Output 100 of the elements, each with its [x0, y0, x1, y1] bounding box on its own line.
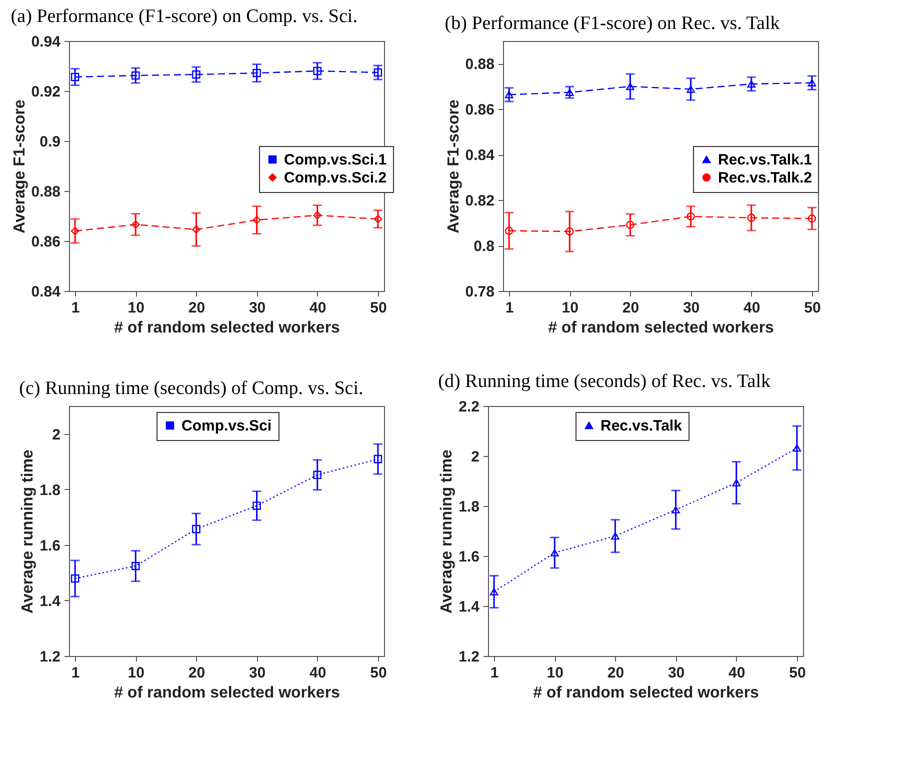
point — [566, 227, 574, 236]
y-tick-label: 2 — [471, 448, 480, 466]
y-axis-title: Average F1-score — [11, 100, 28, 234]
x-tick-label: 50 — [370, 664, 387, 682]
point — [374, 454, 382, 464]
y-tick-label: 0.84 — [465, 147, 496, 164]
point — [672, 506, 680, 514]
point — [313, 211, 322, 220]
x-tick-label: 40 — [310, 664, 326, 682]
y-tick-label: 0.86 — [31, 234, 60, 250]
point — [192, 524, 200, 534]
y-tick-label: 0.88 — [31, 184, 60, 200]
y-tick-label: 1.8 — [458, 498, 480, 516]
y-tick-label: 0.94 — [31, 34, 62, 50]
x-tick-label: 50 — [804, 300, 821, 316]
point — [313, 66, 322, 76]
y-tick-label: 0.78 — [465, 284, 494, 300]
legend-label: Rec.vs.Talk.2 — [718, 170, 812, 186]
point — [192, 70, 200, 79]
point — [504, 226, 514, 235]
x-tick-label: 20 — [188, 664, 206, 682]
y-tick-label: 0.92 — [31, 84, 60, 100]
chart-title: (d) Running time (seconds) of Rec. vs. Talk — [438, 371, 771, 392]
x-tick-label: 50 — [789, 664, 806, 682]
y-axis-title: Average F1-score — [445, 100, 462, 234]
y-tick-label: 1.8 — [40, 482, 60, 499]
x-tick-label: 40 — [744, 300, 760, 316]
x-tick-label: 30 — [248, 300, 266, 316]
x-tick-label: 20 — [188, 300, 206, 316]
point — [374, 68, 382, 77]
point — [792, 444, 802, 452]
y-tick-label: 0.8 — [474, 238, 494, 256]
point — [626, 82, 634, 90]
point — [686, 86, 695, 93]
point — [313, 470, 322, 480]
point — [747, 214, 756, 222]
x-tick-label: 40 — [310, 300, 326, 316]
y-axis-title: Average running time — [438, 449, 456, 614]
y-axis-title: Average running time — [20, 449, 37, 614]
y-tick-label: 1.2 — [40, 648, 60, 666]
x-tick-label: 30 — [248, 664, 266, 682]
point — [732, 479, 740, 486]
point — [550, 549, 559, 556]
y-tick-label: 1.6 — [458, 548, 480, 566]
point — [747, 80, 756, 88]
legend-label: Rec.vs.Talk — [600, 418, 683, 434]
x-tick-label: 1 — [71, 664, 80, 682]
point — [192, 225, 200, 234]
point — [686, 212, 695, 221]
point — [70, 226, 80, 236]
point — [566, 88, 574, 96]
x-tick-label: 20 — [622, 300, 640, 316]
x-tick-label: 30 — [682, 300, 700, 316]
y-tick-label: 1.2 — [458, 648, 480, 666]
legend-label: Comp.vs.Sci.2 — [284, 170, 387, 186]
point — [626, 220, 634, 229]
point — [132, 71, 140, 80]
point — [70, 72, 80, 82]
chart-title: (a) Performance (F1-score) on Comp. vs. Sci. — [10, 6, 358, 27]
x-tick-label: 1 — [505, 300, 514, 316]
y-tick-label: 1.6 — [40, 537, 60, 554]
x-axis-title: # of random selected workers — [548, 320, 774, 336]
point — [611, 532, 620, 540]
y-tick-label: 0.88 — [465, 56, 494, 74]
legend-label: Rec.vs.Talk.1 — [718, 152, 812, 168]
point — [252, 68, 261, 78]
x-axis-title: # of random selected workers — [533, 684, 760, 702]
y-tick-label: 2 — [52, 426, 60, 444]
chart-title: (c) Running time (seconds) of Comp. vs. Sci. — [19, 378, 364, 399]
x-tick-label: 30 — [668, 664, 685, 682]
y-tick-label: 2.2 — [458, 398, 480, 416]
x-axis-title: # of random selected workers — [114, 684, 340, 702]
x-tick-label: 40 — [728, 664, 746, 682]
legend-label: Comp.vs.Sci.1 — [284, 152, 387, 168]
point — [808, 79, 816, 86]
x-tick-label: 10 — [128, 300, 144, 316]
y-tick-label: 1.4 — [458, 598, 480, 616]
legend-label: Comp.vs.Sci — [182, 418, 272, 434]
x-tick-label: 10 — [562, 300, 578, 316]
x-tick-label: 1 — [71, 300, 80, 316]
y-tick-label: 0.82 — [465, 192, 494, 210]
y-tick-label: 0.84 — [31, 284, 62, 300]
y-tick-label: 0.9 — [40, 134, 60, 150]
point — [252, 502, 261, 510]
y-tick-label: 0.86 — [465, 102, 494, 119]
x-tick-label: 10 — [128, 664, 144, 682]
chart-title: (b) Performance (F1-score) on Rec. vs. Talk — [444, 13, 780, 34]
point — [504, 90, 514, 98]
point — [70, 574, 80, 583]
x-tick-label: 50 — [370, 300, 387, 316]
point — [374, 214, 382, 224]
point — [132, 220, 140, 229]
x-tick-label: 20 — [607, 664, 624, 682]
x-axis-title: # of random selected workers — [114, 320, 340, 336]
x-tick-label: 10 — [546, 664, 564, 682]
point — [808, 214, 816, 223]
point — [252, 216, 261, 224]
point — [132, 562, 140, 570]
y-tick-label: 1.4 — [40, 592, 62, 610]
x-tick-label: 1 — [490, 664, 499, 682]
